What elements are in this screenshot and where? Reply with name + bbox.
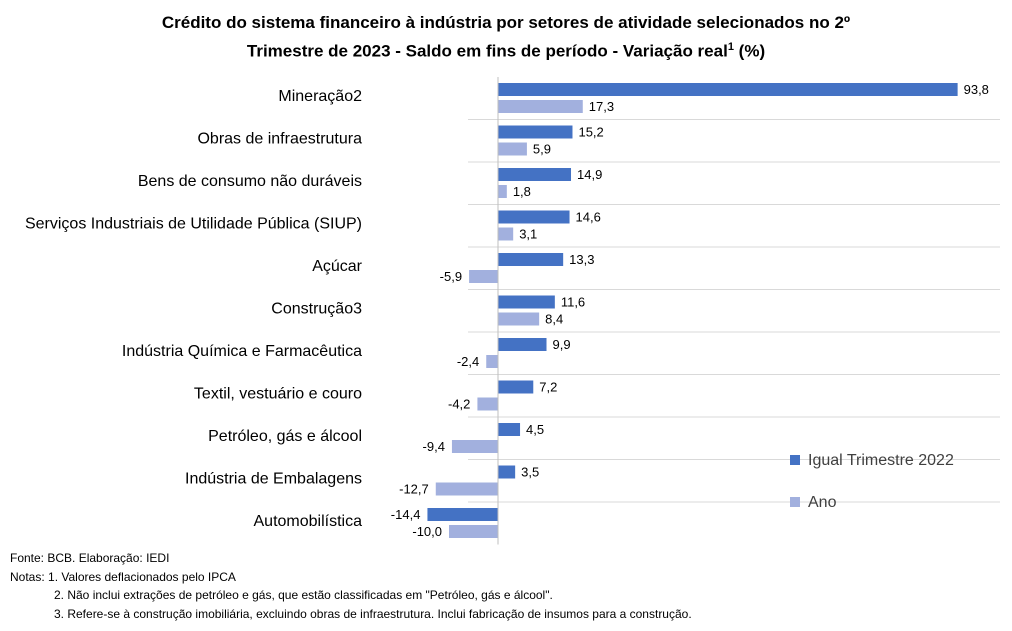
bar-igual-trimestre [498, 295, 555, 309]
category-label: Construção3 [271, 301, 362, 318]
category-label: Textil, vestuário e couro [194, 386, 362, 403]
bar-ano [498, 185, 507, 198]
category-label: Açúcar [312, 258, 362, 275]
bar-igual-trimestre [498, 380, 534, 394]
data-label: 13,3 [569, 252, 594, 267]
data-label: 3,5 [521, 465, 539, 480]
data-label: -10,0 [412, 524, 442, 539]
data-label: 93,8 [964, 82, 989, 97]
bar-igual-trimestre [498, 253, 564, 266]
chart-title-line1: Crédito do sistema financeiro à indústri… [161, 13, 851, 32]
legend-swatch [790, 455, 800, 465]
chart-title: Crédito do sistema financeiro à indústri… [0, 10, 1012, 64]
note-3: 3. Refere-se à construção imobiliária, e… [54, 606, 692, 621]
category-label: Mineração2 [278, 88, 362, 105]
bar-ano [498, 312, 540, 326]
data-label: 11,6 [561, 295, 585, 310]
data-label: -14,4 [391, 507, 421, 522]
bar-igual-trimestre [498, 168, 572, 181]
bar-ano [498, 100, 583, 113]
data-label: -2,4 [457, 354, 479, 369]
bar-ano [435, 482, 498, 496]
category-label: Obras de infraestrutura [197, 131, 362, 148]
legend-label: Ano [808, 494, 837, 511]
legend-swatch [790, 497, 800, 507]
bar-ano [498, 142, 527, 156]
data-label: 9,9 [553, 337, 571, 352]
data-label: 15,2 [578, 125, 603, 140]
note-1: 1. Valores deflacionados pelo IPCA [48, 569, 236, 584]
data-label: 7,2 [539, 380, 557, 395]
chart-title-line2-main: Trimestre de 2023 - Saldo em fins de per… [246, 41, 728, 61]
bar-igual-trimestre [498, 83, 958, 96]
bar-ano [477, 397, 498, 411]
category-label: Indústria de Embalagens [185, 471, 362, 488]
category-label: Serviços Industriais de Utilidade Públic… [25, 216, 362, 233]
category-label: Bens de consumo não duráveis [138, 173, 362, 190]
source-note: Fonte: BCB. Elaboração: IEDI [10, 551, 170, 565]
note-2: 2. Não inclui extrações de petróleo e gá… [54, 588, 553, 602]
bar-ano [449, 525, 498, 538]
data-label: -9,4 [423, 439, 445, 454]
chart-title-line2-tail: (%) [733, 41, 766, 61]
data-label: 14,6 [576, 210, 601, 225]
bar-ano [498, 227, 514, 241]
bar-igual-trimestre [498, 338, 547, 351]
bar-igual-trimestre [498, 125, 573, 139]
data-label: 5,9 [533, 142, 551, 157]
bar-ano [486, 355, 498, 368]
bar-igual-trimestre [498, 423, 521, 436]
legend-label: Igual Trimestre 2022 [808, 452, 954, 469]
data-label: 1,8 [513, 184, 531, 199]
data-label: 3,1 [519, 227, 537, 242]
data-label: -4,2 [448, 397, 470, 412]
category-label: Automobilística [254, 513, 363, 530]
data-label: 4,5 [526, 422, 544, 437]
chart-footer: Fonte: BCB. Elaboração: IEDI Notas: 1. V… [10, 549, 692, 623]
category-label: Petróleo, gás e álcool [208, 428, 362, 445]
chart-title-line2: Trimestre de 2023 - Saldo em fins de per… [0, 35, 1012, 64]
data-label: 17,3 [589, 99, 614, 114]
data-label: 14,9 [577, 167, 602, 182]
category-label: Indústria Química e Farmacêutica [122, 343, 362, 360]
data-label: 8,4 [545, 312, 563, 327]
note-1-row: Notas: 1. Valores deflacionados pelo IPC… [10, 568, 692, 587]
bar-igual-trimestre [498, 210, 570, 224]
bar-ano [451, 440, 498, 453]
notes-label: Notas: [10, 569, 45, 584]
chart-title-footnote-mark: 1 [727, 41, 734, 53]
bar-igual-trimestre [427, 508, 498, 521]
bar-igual-trimestre [498, 465, 516, 479]
data-label: -12,7 [399, 482, 429, 497]
data-label: -5,9 [440, 269, 462, 284]
bar-ano [469, 270, 498, 283]
